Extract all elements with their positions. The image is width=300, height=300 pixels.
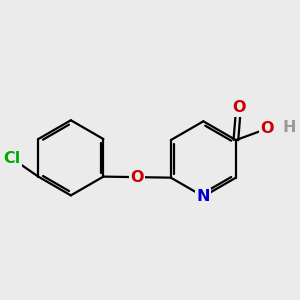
Text: O: O xyxy=(130,169,144,184)
Text: O: O xyxy=(260,121,274,136)
Text: H: H xyxy=(282,120,296,135)
Text: N: N xyxy=(196,189,210,204)
Text: Cl: Cl xyxy=(3,151,20,166)
Text: O: O xyxy=(232,100,245,115)
